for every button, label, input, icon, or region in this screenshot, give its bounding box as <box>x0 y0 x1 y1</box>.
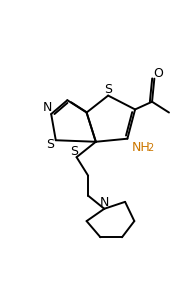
Text: N: N <box>43 102 52 114</box>
Text: 2: 2 <box>147 143 154 153</box>
Text: S: S <box>46 138 54 151</box>
Text: S: S <box>70 144 78 157</box>
Text: O: O <box>153 67 163 80</box>
Text: NH: NH <box>132 141 151 155</box>
Text: N: N <box>100 196 109 209</box>
Text: S: S <box>104 83 112 96</box>
